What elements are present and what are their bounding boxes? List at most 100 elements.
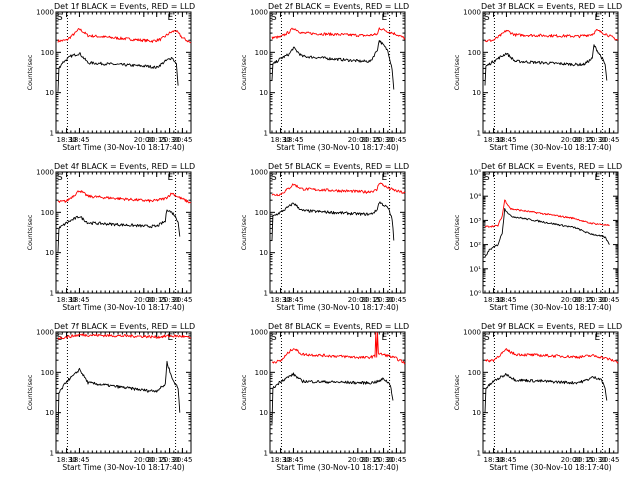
start-marker-label: S [484, 333, 490, 343]
events-series-line [271, 372, 394, 424]
x-tick-label: 20:30 [159, 136, 179, 144]
y-axis-label: Counts/sec [240, 54, 248, 90]
panel-title: Det 6f BLACK = Events, RED = LLD [481, 162, 622, 171]
x-tick-label: 20:00 [561, 296, 581, 304]
start-marker-label: S [57, 173, 63, 183]
x-tick-label: 18:45 [283, 136, 303, 144]
x-tick-label: 20:00 [561, 136, 581, 144]
y-tick-label: 1000 [250, 169, 268, 177]
plot-frame [55, 331, 192, 454]
lld-series-line [484, 348, 619, 364]
panel-det-9f: Det 9f BLACK = Events, RED = LLD 1 10 100 10… [453, 322, 622, 472]
panel-title: Det 3f BLACK = Events, RED = LLD [481, 2, 622, 11]
x-tick-label: 20:15 [147, 456, 167, 464]
x-tick-label: 18:30 [270, 456, 290, 464]
plot-frame [55, 11, 192, 134]
x-tick-label: 20:15 [361, 296, 381, 304]
lld-series-line [57, 190, 192, 204]
x-tick-label: 20:30 [586, 136, 606, 144]
x-axis-label: Start Time (30-Nov-10 18:17:40) [276, 303, 398, 312]
x-tick-label: 18:45 [69, 136, 89, 144]
y-tick-label: 10⁴ [469, 193, 481, 201]
y-axis-label: Counts/sec [240, 374, 248, 410]
y-tick-label: 1 [264, 450, 268, 458]
x-tick-label: 20:30 [373, 456, 393, 464]
panel-title: Det 8f BLACK = Events, RED = LLD [268, 322, 409, 331]
x-tick-label: 18:30 [483, 456, 503, 464]
x-tick-label: 20:00 [134, 456, 154, 464]
x-axis-label: Start Time (30-Nov-10 18:17:40) [489, 463, 611, 472]
lld-series-line [57, 28, 192, 44]
y-tick-label: 100 [255, 209, 268, 217]
y-tick-label: 100 [468, 369, 481, 377]
x-tick-label: 20:45 [386, 456, 406, 464]
events-series-line [57, 360, 181, 434]
x-tick-label: 20:00 [348, 456, 368, 464]
x-tick-label: 20:45 [172, 136, 192, 144]
events-series-line [57, 209, 181, 253]
y-tick-label: 1000 [36, 169, 54, 177]
panel-title: Det 1f BLACK = Events, RED = LLD [54, 2, 195, 11]
panel-det-3f: Det 3f BLACK = Events, RED = LLD 1 10 100 10… [453, 2, 622, 152]
x-tick-label: 18:45 [69, 296, 89, 304]
x-tick-label: 20:00 [134, 136, 154, 144]
events-series-line [484, 207, 610, 258]
y-axis-label: Counts/sec [26, 54, 34, 90]
panel-det-7f: Det 7f BLACK = Events, RED = LLD 1 10 100 10… [26, 322, 195, 472]
start-marker-label: S [271, 173, 277, 183]
x-axis-label: Start Time (30-Nov-10 18:17:40) [62, 143, 184, 152]
y-tick-label: 10 [472, 89, 481, 97]
panel-title: Det 4f BLACK = Events, RED = LLD [54, 162, 195, 171]
y-axis-label: Counts/sec [453, 374, 461, 410]
end-marker-label: E [595, 333, 601, 343]
x-tick-label: 20:45 [599, 296, 619, 304]
panel-det-2f: Det 2f BLACK = Events, RED = LLD 1 10 100 10… [240, 2, 409, 152]
x-tick-label: 20:15 [147, 136, 167, 144]
events-series-line [484, 373, 608, 414]
y-tick-label: 1000 [463, 9, 481, 17]
x-tick-label: 20:45 [386, 136, 406, 144]
plot-frame [269, 171, 406, 294]
y-tick-label: 1 [477, 130, 481, 138]
x-tick-label: 20:15 [574, 456, 594, 464]
x-tick-label: 20:00 [348, 296, 368, 304]
y-tick-label: 1 [50, 130, 54, 138]
x-tick-label: 20:00 [134, 296, 154, 304]
y-tick-label: 1000 [36, 329, 54, 337]
x-axis-label: Start Time (30-Nov-10 18:17:40) [62, 303, 184, 312]
events-series-line [271, 201, 395, 241]
x-tick-label: 20:30 [586, 296, 606, 304]
y-tick-label: 1000 [250, 329, 268, 337]
plot-frame [482, 11, 619, 134]
x-tick-label: 18:45 [496, 456, 516, 464]
y-tick-label: 10⁰ [469, 290, 481, 298]
x-tick-label: 20:45 [386, 296, 406, 304]
panel-title: Det 9f BLACK = Events, RED = LLD [481, 322, 622, 331]
x-tick-label: 18:30 [483, 296, 503, 304]
events-series-line [484, 44, 608, 86]
panel-det-6f: Det 6f BLACK = Events, RED = LLD 10⁰ 10¹ 10… [453, 162, 622, 312]
y-tick-label: 1000 [463, 329, 481, 337]
plot-frame [482, 171, 619, 294]
x-tick-label: 20:15 [361, 136, 381, 144]
x-tick-label: 20:30 [159, 296, 179, 304]
x-axis-label: Start Time (30-Nov-10 18:17:40) [489, 303, 611, 312]
x-tick-label: 18:30 [56, 296, 76, 304]
plot-frame [269, 331, 406, 454]
x-tick-label: 18:45 [496, 296, 516, 304]
y-axis-label: Counts/sec [453, 214, 461, 250]
x-tick-label: 20:45 [599, 136, 619, 144]
y-tick-label: 100 [255, 369, 268, 377]
y-tick-label: 10⁵ [469, 169, 481, 177]
y-tick-label: 10¹ [469, 265, 481, 273]
y-tick-label: 10 [259, 249, 268, 257]
y-tick-label: 100 [41, 369, 54, 377]
x-axis-label: Start Time (30-Nov-10 18:17:40) [62, 463, 184, 472]
x-tick-label: 20:30 [159, 456, 179, 464]
lld-series-line [484, 199, 610, 228]
x-tick-label: 20:30 [586, 456, 606, 464]
x-tick-label: 18:30 [483, 136, 503, 144]
y-tick-label: 1 [50, 290, 54, 298]
start-marker-label: S [271, 13, 277, 23]
x-tick-label: 18:45 [283, 296, 303, 304]
